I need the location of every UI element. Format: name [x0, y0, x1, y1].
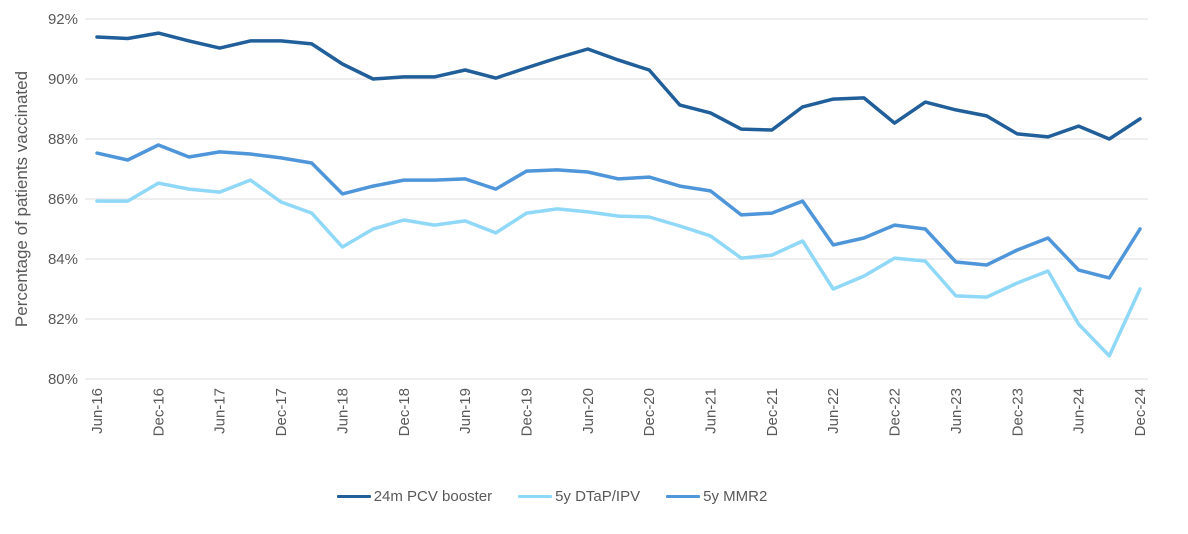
legend-item-mmr2: 5y MMR2	[666, 488, 767, 505]
x-tick-label: Dec-19	[518, 388, 535, 436]
x-tick-label: Dec-18	[396, 388, 413, 436]
x-tick-label: Dec-24	[1132, 388, 1149, 436]
x-tick-label: Dec-21	[764, 388, 781, 436]
y-tick-label: 92%	[48, 11, 78, 28]
x-tick-label: Dec-20	[641, 388, 658, 436]
x-tick-label: Jun-19	[457, 388, 474, 434]
series-lines	[95, 31, 1142, 358]
x-tick-label: Jun-17	[212, 388, 229, 434]
x-tick-label: Jun-21	[703, 388, 720, 434]
x-tick-label: Jun-24	[1071, 388, 1088, 434]
x-tick-label: Dec-23	[1009, 388, 1026, 436]
x-tick-label: Jun-16	[89, 388, 106, 434]
y-tick-label: 80%	[48, 371, 78, 388]
series-line-5y-mmr2	[95, 143, 1142, 280]
y-axis-ticks: 80% 82% 84% 86% 88% 90% 92%	[48, 11, 78, 388]
legend-swatch-mmr2	[666, 495, 701, 498]
y-tick-label: 82%	[48, 311, 78, 328]
gridlines	[85, 18, 1148, 380]
legend-swatch-dtap	[518, 495, 553, 498]
series-line-24m-pcv-booster	[95, 31, 1142, 141]
x-tick-label: Jun-23	[948, 388, 965, 434]
y-tick-label: 90%	[48, 71, 78, 88]
legend-label-pcv: 24m PCV booster	[373, 488, 493, 505]
x-tick-label: Jun-18	[334, 388, 351, 434]
y-tick-label: 88%	[48, 131, 78, 148]
y-tick-label: 86%	[48, 191, 78, 208]
x-tick-label: Dec-17	[273, 388, 290, 436]
y-axis-title: Percentage of patients vaccinated	[12, 71, 31, 327]
x-tick-label: Dec-22	[887, 388, 904, 436]
x-tick-label: Jun-20	[580, 388, 597, 434]
legend-item-dtap: 5y DTaP/IPV	[518, 488, 640, 505]
y-tick-label: 84%	[48, 251, 78, 268]
x-tick-label: Jun-22	[825, 388, 842, 434]
x-axis-ticks: Jun-16 Dec-16 Jun-17 Dec-17 Jun-18 Dec-18 Jun-…	[89, 388, 1149, 436]
series-line-5y-dtap-ipv	[95, 178, 1142, 358]
legend-label-dtap: 5y DTaP/IPV	[555, 488, 641, 505]
legend-label-mmr2: 5y MMR2	[703, 488, 768, 505]
legend: 24m PCV booster 5y DTaP/IPV 5y MMR2	[0, 488, 1146, 505]
legend-item-pcv: 24m PCV booster	[336, 488, 493, 505]
x-tick-label: Dec-16	[150, 388, 167, 436]
legend-swatch-pcv	[336, 495, 371, 498]
